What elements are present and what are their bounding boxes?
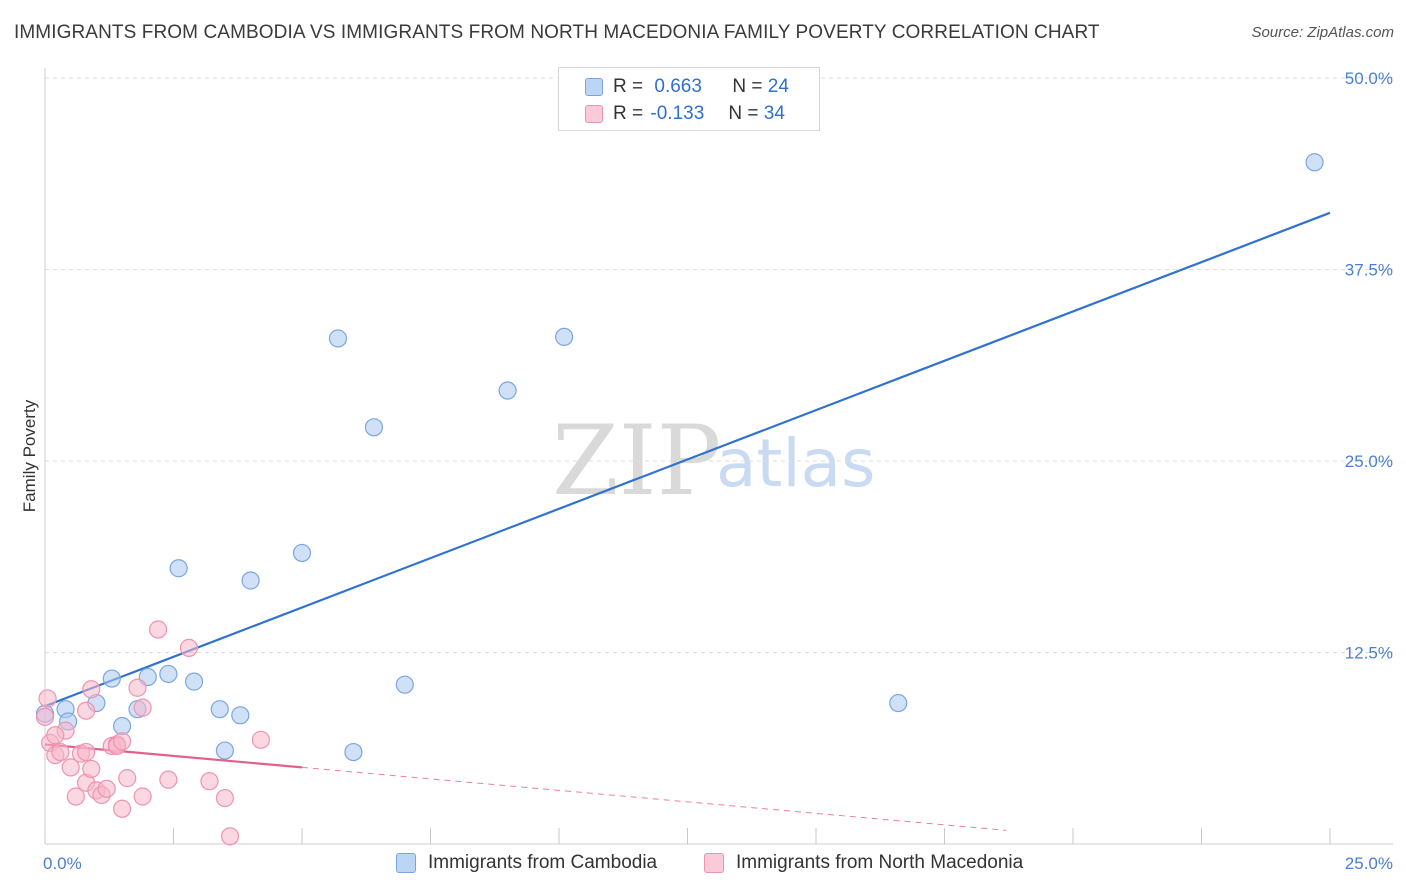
legend-swatch-north-macedonia [585,105,603,123]
cambodia-point-20 [498,381,517,400]
north-macedonia-point-5 [61,758,80,777]
bottom-legend-label-north-macedonia: Immigrants from North Macedonia [736,852,1024,873]
bottom-legend-swatch-north-macedonia [704,853,724,873]
north-macedonia-point-29 [215,788,234,808]
legend-r-value: 0.663 [654,76,702,97]
north-macedonia-point-3 [51,742,70,762]
legend-n-label: N = [732,76,763,97]
cambodia-trend-line [44,211,1331,708]
cambodia-point-14 [241,571,260,590]
data-points [35,153,1324,846]
cambodia-point-10 [184,672,204,691]
x-tick-label-max: 25.0% [1345,854,1393,873]
legend-n-value: 24 [767,76,789,97]
north-macedonia-point-8 [77,742,96,762]
north-macedonia-trend-extension [301,766,1007,831]
north-macedonia-point-23 [133,698,152,717]
cambodia-point-11 [210,700,229,719]
chart-title: IMMIGRANTS FROM CAMBODIA VS IMMIGRANTS F… [14,22,1100,43]
north-macedonia-point-6 [66,787,85,806]
bottom-legend-cambodia: Immigrants from Cambodia [396,852,657,874]
cambodia-point-4 [102,669,121,688]
legend-r-value: -0.133 [650,103,705,124]
north-macedonia-point-31 [251,730,270,749]
cambodia-point-17 [344,742,363,762]
legend-n-value: 34 [763,103,785,124]
source-credit: Source: ZipAtlas.com [1251,24,1394,41]
legend-n-label: N = [728,103,759,124]
north-macedonia-point-32 [35,707,55,726]
cambodia-point-19 [395,675,414,694]
north-macedonia-point-25 [148,620,168,639]
north-macedonia-point-30 [220,827,240,846]
north-macedonia-point-22 [128,678,147,697]
legend-row-north-macedonia: R = -0.133 N = 34 [585,102,785,126]
cambodia-point-18 [364,418,384,437]
x-tick-label-min: 0.0% [43,854,82,873]
north-macedonia-point-12 [82,759,101,779]
grid-lines [45,77,1393,653]
y-tick-labels: 12.5% 25.0% 37.5% 50.0% [1345,69,1393,663]
legend-r-label: R = [613,76,644,97]
cambodia-point-9 [169,559,188,578]
north-macedonia-point-0 [38,689,57,708]
north-macedonia-point-9 [77,701,96,720]
y-tick-label-3: 50.0% [1345,69,1393,88]
trend-lines [44,211,1331,831]
north-macedonia-point-15 [97,779,116,798]
legend-r-label: R = [613,103,644,124]
correlation-legend: R = 0.663 N = 24 R = -0.133 N = 34 [558,67,820,131]
north-macedonia-point-21 [118,769,137,788]
cambodia-point-5 [112,716,132,736]
north-macedonia-point-28 [200,772,219,791]
north-macedonia-point-20 [112,799,132,818]
bottom-legend-north-macedonia: Immigrants from North Macedonia [704,852,1023,874]
y-tick-label-0: 12.5% [1345,644,1393,663]
north-macedonia-point-26 [159,770,178,789]
north-macedonia-point-24 [133,787,152,806]
cambodia-point-21 [555,327,574,347]
y-tick-label-1: 25.0% [1345,452,1393,471]
cambodia-point-16 [328,329,348,348]
cambodia-point-22 [889,693,908,713]
north-macedonia-point-27 [179,638,199,658]
legend-row-cambodia: R = 0.663 N = 24 [585,75,789,99]
y-tick-label-2: 37.5% [1345,261,1393,280]
bottom-legend-swatch-cambodia [396,853,416,873]
north-macedonia-point-19 [112,732,132,751]
cambodia-point-8 [159,664,178,684]
cambodia-point-12 [215,741,234,760]
north-macedonia-point-11 [82,680,101,699]
bottom-legend-label-cambodia: Immigrants from Cambodia [428,852,658,873]
north-macedonia-point-33 [46,726,65,745]
cambodia-point-15 [292,543,312,563]
cambodia-point-13 [231,706,250,725]
watermark-atlas: atlas [716,425,876,502]
cambodia-point-23 [1305,153,1324,172]
legend-swatch-cambodia [585,78,603,96]
x-tick-labels: 0.0% 25.0% [43,854,1393,873]
